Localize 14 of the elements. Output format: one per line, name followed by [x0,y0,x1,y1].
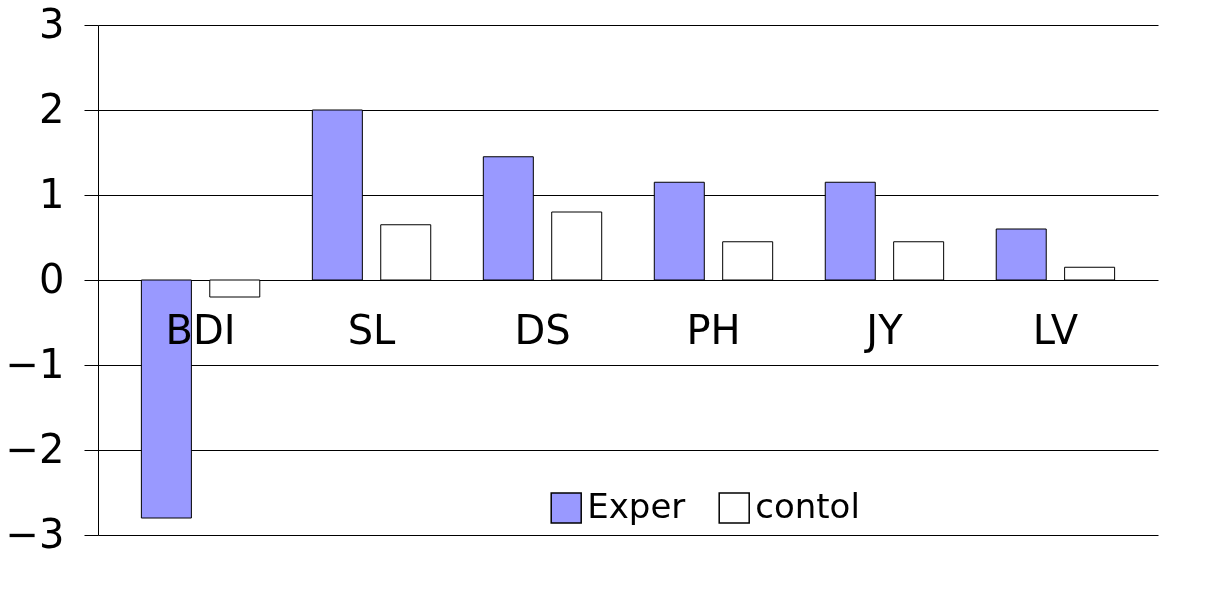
x-tick-label: PH [686,306,741,353]
y-tick-label: −1 [5,340,65,387]
y-tick-label: 1 [39,170,65,217]
x-tick-label: SL [347,306,397,353]
x-tick-label: LV [1032,306,1079,353]
x-tick-label: DS [514,306,571,353]
x-tick-label: JY [863,306,904,353]
y-tick-label: −2 [5,425,65,472]
y-tick-label: 3 [39,0,65,47]
legend-label: Exper [587,486,686,526]
y-tick-label: 2 [39,85,65,132]
legend-label: contol [755,486,860,526]
y-tick-label: 0 [39,255,65,302]
y-tick-label: −3 [5,510,65,557]
